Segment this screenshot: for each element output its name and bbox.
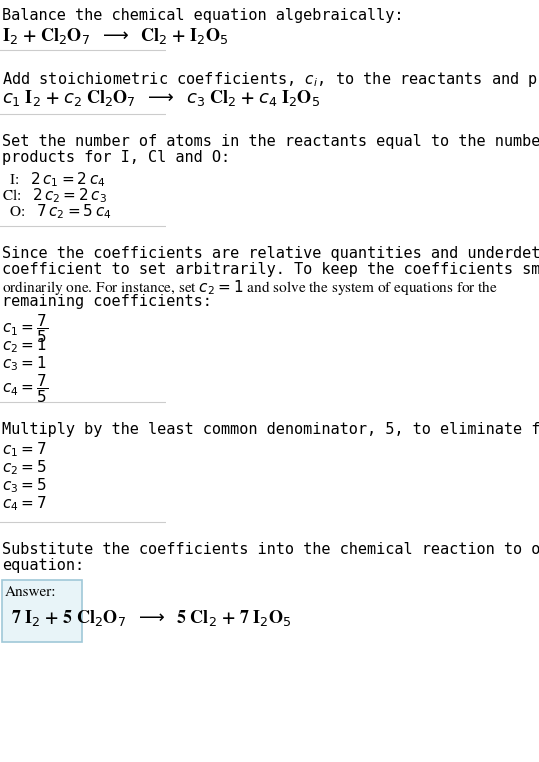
Text: 7 I$_2$ + 5 Cl$_2$O$_7$  $\longrightarrow$  5 Cl$_2$ + 7 I$_2$O$_5$: 7 I$_2$ + 5 Cl$_2$O$_7$ $\longrightarrow…	[11, 608, 292, 628]
Text: $c_4 = \dfrac{7}{5}$: $c_4 = \dfrac{7}{5}$	[3, 372, 49, 405]
Text: coefficient to set arbitrarily. To keep the coefficients small, the arbitrary va: coefficient to set arbitrarily. To keep …	[3, 262, 539, 277]
Text: $c_1$ I$_2$ + $c_2$ Cl$_2$O$_7$  $\longrightarrow$  $c_3$ Cl$_2$ + $c_4$ I$_2$O$: $c_1$ I$_2$ + $c_2$ Cl$_2$O$_7$ $\longri…	[3, 88, 321, 108]
Text: Balance the chemical equation algebraically:: Balance the chemical equation algebraica…	[3, 8, 404, 23]
Text: $c_2 = 5$: $c_2 = 5$	[3, 458, 47, 477]
Text: remaining coefficients:: remaining coefficients:	[3, 294, 212, 309]
Text: Answer:: Answer:	[4, 586, 56, 600]
FancyBboxPatch shape	[2, 580, 82, 642]
Text: Add stoichiometric coefficients, $c_i$, to the reactants and products:: Add stoichiometric coefficients, $c_i$, …	[3, 70, 539, 89]
Text: Since the coefficients are relative quantities and underdetermined, choose a: Since the coefficients are relative quan…	[3, 246, 539, 261]
Text: $c_4 = 7$: $c_4 = 7$	[3, 494, 47, 513]
Text: equation:: equation:	[3, 558, 85, 573]
Text: products for I, Cl and O:: products for I, Cl and O:	[3, 150, 231, 165]
Text: O:   $7\,c_2 = 5\,c_4$: O: $7\,c_2 = 5\,c_4$	[3, 202, 112, 221]
Text: $c_2 = 1$: $c_2 = 1$	[3, 336, 47, 354]
Text: $c_1 = \dfrac{7}{5}$: $c_1 = \dfrac{7}{5}$	[3, 312, 49, 344]
Text: I:   $2\,c_1 = 2\,c_4$: I: $2\,c_1 = 2\,c_4$	[3, 170, 106, 189]
Text: Set the number of atoms in the reactants equal to the number of atoms in the: Set the number of atoms in the reactants…	[3, 134, 539, 149]
Text: $c_3 = 5$: $c_3 = 5$	[3, 476, 47, 495]
Text: Cl:   $2\,c_2 = 2\,c_3$: Cl: $2\,c_2 = 2\,c_3$	[3, 186, 107, 205]
Text: $c_3 = 1$: $c_3 = 1$	[3, 354, 47, 373]
Text: $c_1 = 7$: $c_1 = 7$	[3, 440, 47, 459]
Text: Substitute the coefficients into the chemical reaction to obtain the balanced: Substitute the coefficients into the che…	[3, 542, 539, 557]
Text: I$_2$ + Cl$_2$O$_7$  $\longrightarrow$  Cl$_2$ + I$_2$O$_5$: I$_2$ + Cl$_2$O$_7$ $\longrightarrow$ Cl…	[3, 26, 229, 46]
Text: Multiply by the least common denominator, 5, to eliminate fractional coefficient: Multiply by the least common denominator…	[3, 422, 539, 437]
Text: ordinarily one. For instance, set $c_2 = 1$ and solve the system of equations fo: ordinarily one. For instance, set $c_2 =…	[3, 278, 499, 297]
